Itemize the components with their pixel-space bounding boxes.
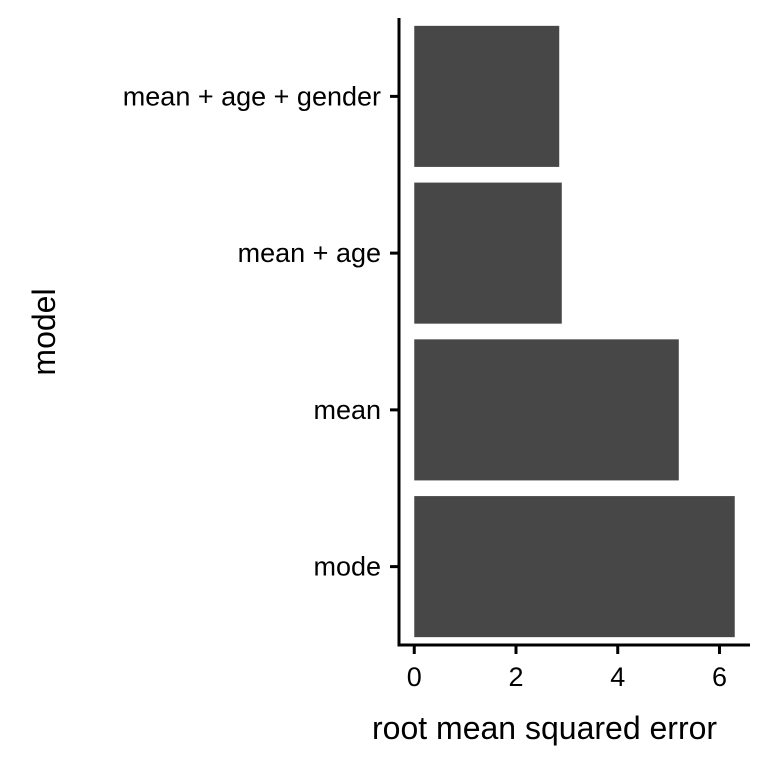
x-axis-ticks: 0 2 4 6 [407, 645, 727, 692]
y-axis-title: model [26, 288, 62, 375]
x-tick-label: 2 [508, 662, 523, 692]
bar [414, 496, 735, 638]
bar [414, 339, 679, 481]
bar [414, 182, 562, 324]
y-axis-ticks: mean + age + gender mean + age mean mode [123, 81, 399, 582]
bars [414, 25, 735, 638]
bar [414, 25, 560, 167]
y-tick-label: mean + age [238, 238, 381, 268]
x-tick-label: 6 [712, 662, 727, 692]
x-tick-label: 4 [610, 662, 625, 692]
y-tick-label: mean [313, 395, 381, 425]
y-tick-label: mode [313, 552, 381, 582]
x-tick-label: 0 [407, 662, 422, 692]
y-tick-label: mean + age + gender [123, 81, 381, 111]
x-axis-title: root mean squared error [372, 710, 717, 746]
